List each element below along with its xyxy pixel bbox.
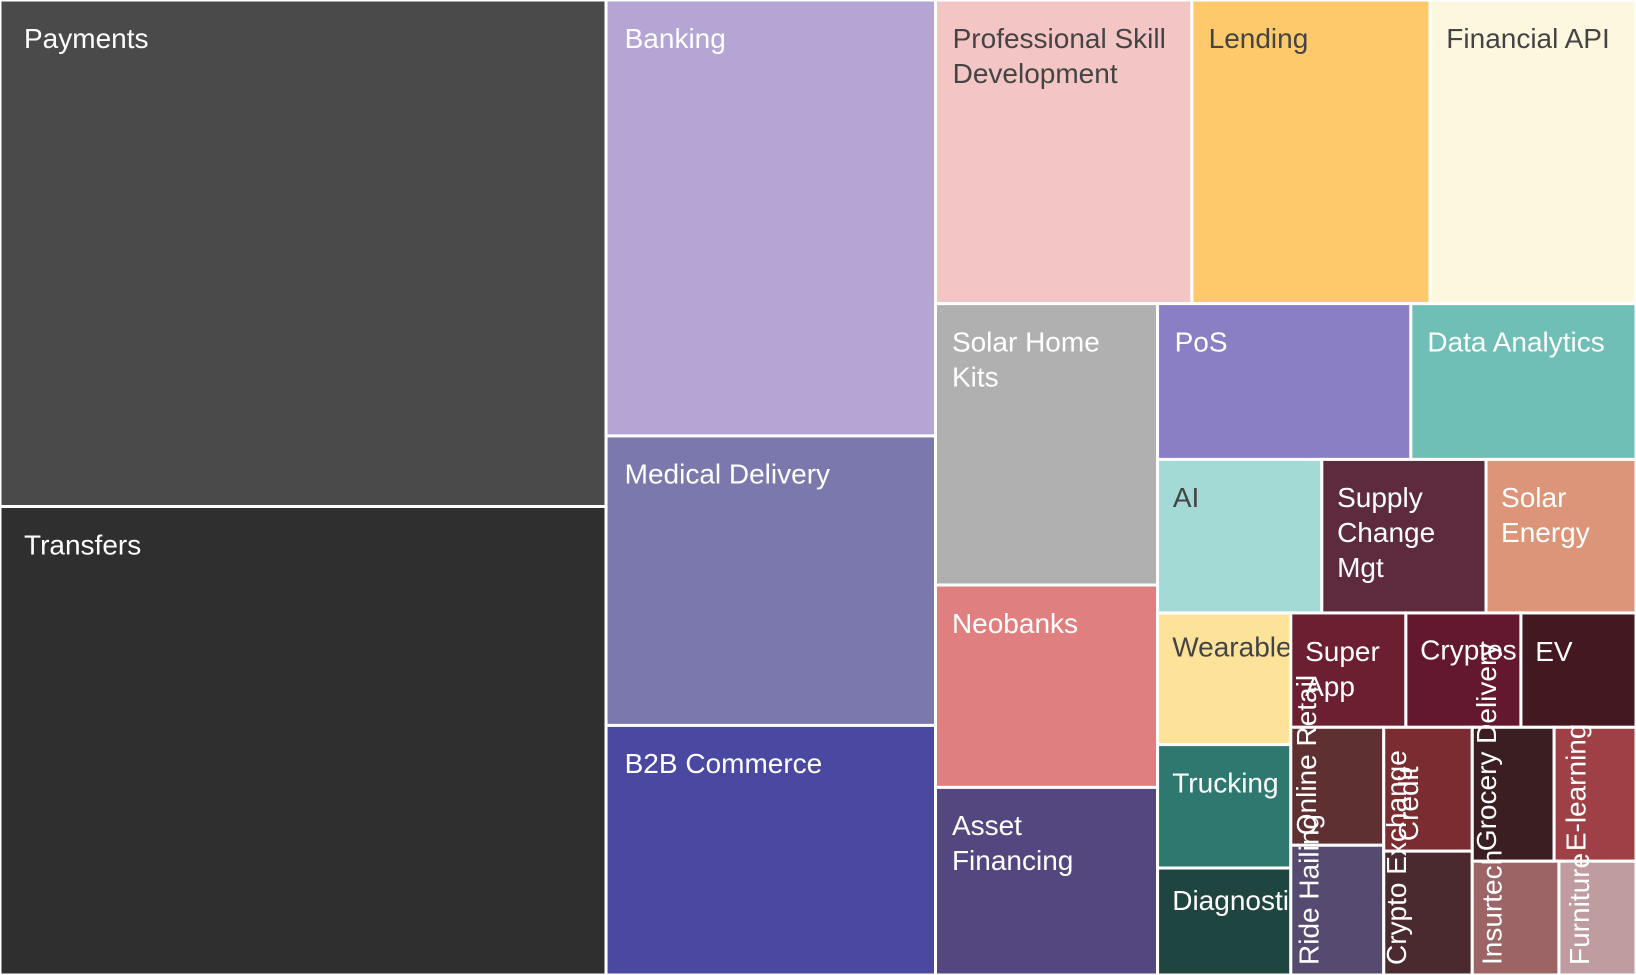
tile-label: Cryptos	[1420, 634, 1516, 665]
tile-label: Solar Home Kits	[952, 326, 1108, 392]
tile-label: Asset Financing	[952, 810, 1073, 876]
tile-label: Banking	[625, 23, 726, 54]
tile-label: Neobanks	[952, 608, 1078, 639]
tile-label: Super App	[1305, 636, 1388, 702]
tile-label: Payments	[24, 23, 149, 54]
tile-label: Professional Skill Development	[953, 23, 1174, 89]
tile-label: Grocery Delivery	[1471, 643, 1502, 851]
tile	[604, 434, 937, 727]
tile	[0, 0, 608, 508]
tile-label: E-learning	[1560, 724, 1591, 852]
tile	[604, 0, 937, 438]
tile-label: Furniture	[1564, 853, 1595, 965]
tile-label: Medical Delivery	[625, 459, 830, 490]
tile-label: Lending	[1209, 23, 1309, 54]
tile-label: EV	[1535, 636, 1573, 667]
tile-label: B2B Commerce	[625, 748, 823, 779]
tile-label: Wearables	[1172, 631, 1305, 662]
tile-label: Transfers	[24, 529, 141, 560]
tile	[1484, 457, 1636, 615]
tile-label: AI	[1173, 482, 1199, 513]
tile	[1470, 725, 1556, 863]
tile-label: Insurtech	[1477, 850, 1508, 965]
tile	[1156, 457, 1324, 615]
tile-label: PoS	[1175, 326, 1228, 357]
tile	[1156, 743, 1293, 870]
tile-label: Solar Energy	[1501, 482, 1590, 548]
tile	[1289, 725, 1386, 847]
tile	[1519, 611, 1636, 729]
tile	[933, 0, 1194, 306]
tile	[1404, 611, 1523, 729]
tile	[604, 723, 937, 975]
tile-label: Online Retail	[1291, 675, 1322, 835]
tile	[933, 785, 1160, 975]
tile-label: Financial API	[1446, 23, 1609, 54]
tile	[0, 504, 608, 975]
tile	[1156, 302, 1413, 461]
tile	[1409, 302, 1636, 461]
tile	[1320, 457, 1488, 615]
tile-label: Ride Hailing	[1293, 814, 1324, 965]
tile-label: Crypto Exchange	[1381, 750, 1412, 965]
tile-label: Credit	[1393, 766, 1424, 841]
tile-label: Trucking	[1172, 767, 1278, 798]
tile-label: Data Analytics	[1427, 326, 1604, 357]
tile	[1289, 843, 1386, 975]
tile-label: Supply Change Mgt	[1337, 482, 1443, 583]
tile	[1156, 611, 1293, 747]
tile	[1156, 866, 1293, 975]
tile	[1382, 725, 1474, 853]
